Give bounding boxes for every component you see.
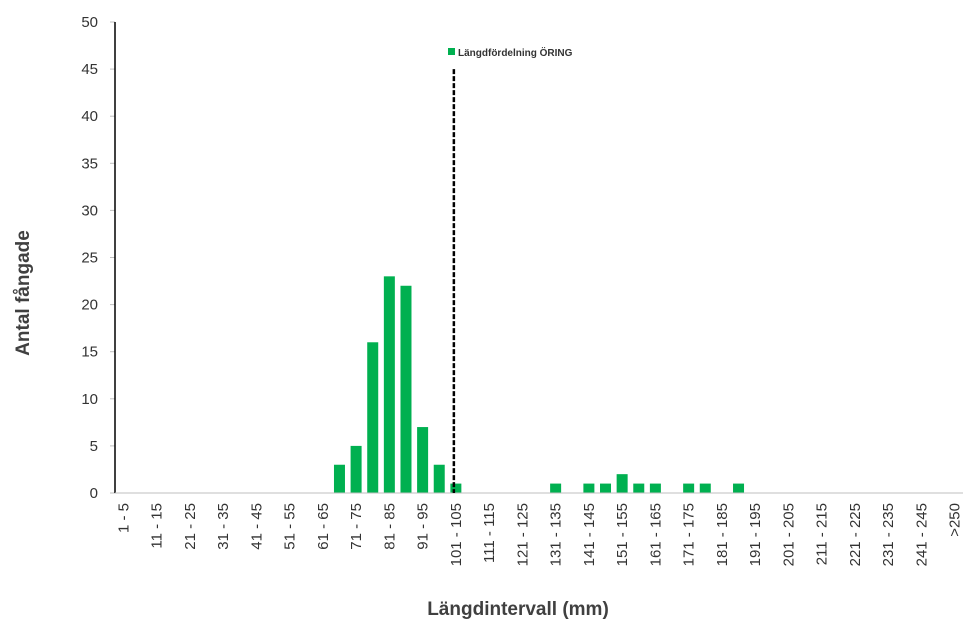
bar	[367, 342, 379, 493]
bar	[350, 445, 362, 493]
legend: Längdfördelning ÖRING	[448, 46, 573, 59]
x-tick-label: 51 - 55	[282, 503, 299, 550]
bar	[683, 483, 695, 493]
bar	[400, 285, 412, 493]
x-tick-label: 131 - 135	[548, 503, 565, 566]
axes	[114, 22, 963, 494]
bar	[583, 483, 595, 493]
x-tick-label: 81 - 85	[381, 503, 398, 550]
x-tick-label: >250	[947, 503, 964, 537]
y-tick-label: 45	[81, 61, 98, 78]
bar	[417, 427, 429, 493]
x-tick-label: 31 - 35	[215, 503, 232, 550]
legend-label: Längdfördelning ÖRING	[458, 46, 573, 59]
x-tick-label: 141 - 145	[581, 503, 598, 566]
x-axis-ticks: 1 - 5 11 - 15 21 - 25 31 - 35 41 - 45 51 - 55…	[115, 503, 963, 566]
y-tick-label: 50	[81, 14, 98, 31]
y-tick-label: 5	[90, 438, 98, 455]
bar	[633, 483, 645, 493]
x-tick-label: 61 - 65	[315, 503, 332, 550]
y-axis-ticks: 0 5 10 15 20 25 30 35 40 45 50	[81, 14, 115, 502]
bar	[383, 276, 395, 493]
bar	[550, 483, 562, 493]
bar	[450, 483, 462, 493]
x-tick-label: 101 - 105	[448, 503, 465, 566]
x-tick-label: 41 - 45	[248, 503, 265, 550]
x-tick-label: 191 - 195	[747, 503, 764, 566]
x-tick-label: 111 - 115	[481, 503, 498, 563]
bar	[433, 464, 445, 493]
x-tick-label: 151 - 155	[614, 503, 631, 566]
bar	[699, 483, 711, 493]
x-tick-label: 21 - 25	[182, 503, 199, 550]
x-tick-label: 91 - 95	[415, 503, 432, 550]
x-tick-label: 1 - 5	[115, 503, 132, 533]
y-tick-label: 35	[81, 155, 98, 172]
x-tick-label: 121 - 125	[514, 503, 531, 566]
x-tick-label: 161 - 165	[647, 503, 664, 566]
y-axis-title: Antal fångade	[13, 230, 34, 356]
y-tick-label: 20	[81, 297, 98, 314]
y-tick-label: 15	[81, 344, 98, 361]
y-tick-label: 0	[90, 485, 98, 502]
bar	[649, 483, 661, 493]
x-axis-title: Längdintervall (mm)	[427, 599, 609, 620]
x-tick-label: 221 - 225	[847, 503, 864, 566]
y-tick-label: 10	[81, 391, 98, 408]
bar	[333, 464, 345, 493]
x-tick-label: 211 - 215	[814, 503, 831, 565]
x-tick-label: 181 - 185	[714, 503, 731, 566]
x-tick-label: 201 - 205	[780, 503, 797, 566]
bars	[333, 276, 745, 493]
bar	[616, 474, 628, 493]
x-tick-label: 11 - 15	[149, 503, 166, 549]
x-tick-label: 231 - 235	[880, 503, 897, 566]
x-tick-label: 71 - 75	[348, 503, 365, 550]
x-tick-label: 171 - 175	[681, 503, 698, 566]
bar	[733, 483, 745, 493]
x-tick-label: 241 - 245	[913, 503, 930, 566]
y-tick-label: 40	[81, 108, 98, 125]
y-tick-label: 30	[81, 202, 98, 219]
bar	[600, 483, 612, 493]
legend-swatch	[448, 48, 455, 55]
y-tick-label: 25	[81, 250, 98, 267]
